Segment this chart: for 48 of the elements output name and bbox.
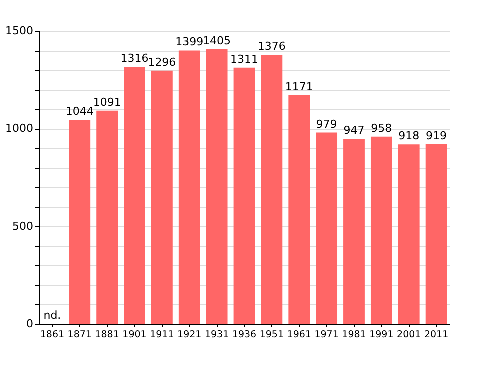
bar [234, 68, 256, 324]
bar [206, 50, 228, 324]
x-tick-label: 1991 [370, 330, 394, 340]
data-label: 958 [371, 122, 392, 135]
data-label: 1171 [285, 80, 314, 94]
data-label: 1316 [120, 52, 149, 65]
y-tick-label: 500 [12, 220, 34, 233]
bar [96, 110, 118, 324]
x-tick-label: 1981 [342, 330, 366, 340]
x-tick-label: 1936 [232, 330, 257, 340]
bar [124, 66, 146, 324]
data-label: 919 [426, 129, 448, 142]
x-tick-label: 1871 [68, 330, 92, 340]
x-tick-label: 1911 [150, 330, 174, 340]
bar [426, 144, 448, 324]
x-tick-label: 2001 [397, 330, 422, 340]
x-tick-label: 1901 [122, 330, 147, 340]
text: nd. [44, 309, 62, 322]
data-label: 1376 [258, 40, 286, 54]
bar [178, 50, 200, 324]
bar [316, 132, 338, 324]
x-tick-label: 1951 [260, 330, 284, 340]
x-tick-label: 1961 [287, 330, 312, 340]
bar [398, 144, 420, 324]
data-label: 947 [344, 124, 365, 138]
x-tick-label: 1861 [40, 330, 65, 340]
x-tick-label: 1881 [95, 330, 120, 340]
data-label: 1311 [230, 52, 258, 66]
bar [69, 120, 91, 324]
bar [261, 55, 283, 324]
bar [344, 139, 365, 324]
data-label: 1044 [66, 105, 94, 118]
bar [288, 95, 310, 324]
data-label: 1296 [148, 56, 176, 69]
x-tick-label: 2011 [424, 330, 449, 340]
data-label: 1091 [93, 96, 122, 109]
y-tick-label: 1000 [6, 122, 34, 136]
y-tick-label: 0 [26, 318, 34, 330]
bar [151, 70, 173, 324]
data-label: 918 [398, 130, 420, 143]
y-tick-label: 1500 [6, 24, 34, 38]
data-label: 1405 [203, 34, 232, 48]
bar [370, 136, 392, 324]
x-tick-label: 1921 [178, 330, 202, 340]
x-tick-label: 1931 [204, 330, 230, 340]
x-tick-label: 1971 [314, 330, 339, 340]
data-label: 1399 [176, 36, 204, 49]
data-label: 979 [316, 118, 338, 131]
